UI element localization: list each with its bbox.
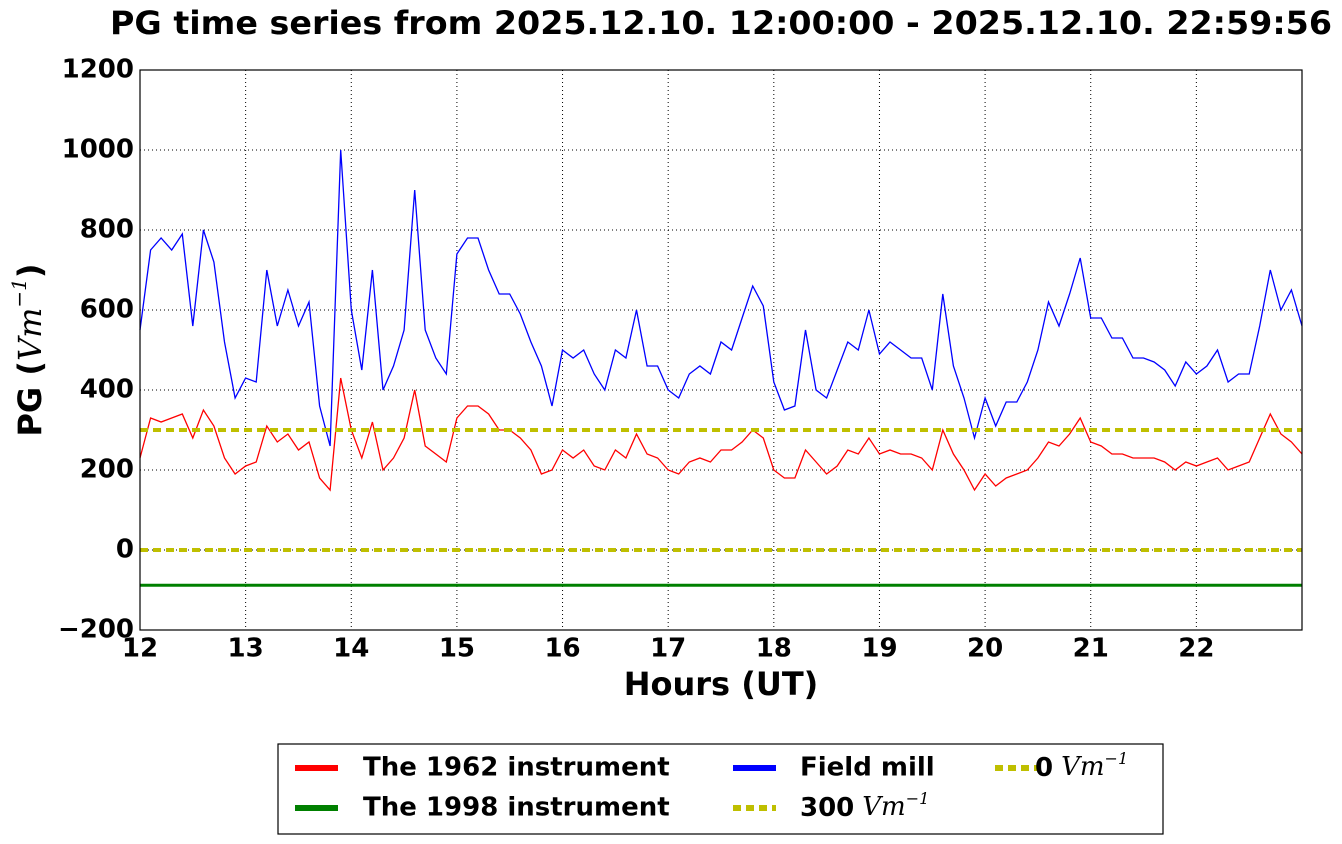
legend-label: 0 Vm−1 <box>1035 749 1128 783</box>
y-tick-label: 0 <box>116 535 134 565</box>
x-tick-label: 12 <box>122 634 158 664</box>
y-tick-label: 600 <box>80 295 134 325</box>
legend-unit: Vm <box>1061 752 1104 782</box>
data-line <box>139 377 1303 492</box>
x-tick-label: 20 <box>967 634 1003 664</box>
y-label-unit: Vm <box>11 308 49 361</box>
data-line <box>139 149 1303 447</box>
x-tick-label: 14 <box>333 634 369 664</box>
legend-unit: Vm <box>862 792 905 822</box>
legend-label: Field mill <box>800 753 935 783</box>
y-tick-label: 800 <box>80 215 134 245</box>
legend-exponent: −1 <box>906 789 930 808</box>
legend-label: The 1998 instrument <box>363 793 670 823</box>
y-tick-label: −200 <box>58 615 134 645</box>
y-tick-label: 400 <box>80 375 134 405</box>
y-label-exponent: −1 <box>7 278 31 307</box>
legend-exponent: −1 <box>1105 749 1129 768</box>
y-tick-label: 1200 <box>62 55 134 85</box>
x-tick-label: 19 <box>861 634 897 664</box>
x-tick-label: 16 <box>544 634 580 664</box>
y-axis-label: PG (Vm−1) <box>7 263 50 436</box>
x-tick-label: 22 <box>1178 634 1214 664</box>
x-tick-label: 17 <box>650 634 686 664</box>
plot-frame <box>139 69 1303 631</box>
x-tick-label: 21 <box>1073 634 1109 664</box>
y-label-text: PG ( <box>11 361 49 436</box>
legend-label: 300 Vm−1 <box>800 789 929 823</box>
y-tick-label: 1000 <box>62 135 134 165</box>
chart-title: PG time series from 2025.12.10. 12:00:00… <box>110 4 1332 42</box>
y-label-text: ) <box>11 263 49 278</box>
x-tick-label: 18 <box>756 634 792 664</box>
legend-box <box>277 743 1164 835</box>
legend-label: The 1962 instrument <box>363 753 670 783</box>
x-tick-label: 13 <box>228 634 264 664</box>
y-tick-label: 200 <box>80 455 134 485</box>
legend-value: 0 <box>1035 753 1053 783</box>
x-tick-label: 15 <box>439 634 475 664</box>
legend-value: 300 <box>800 793 854 823</box>
x-axis-label: Hours (UT) <box>624 665 819 703</box>
